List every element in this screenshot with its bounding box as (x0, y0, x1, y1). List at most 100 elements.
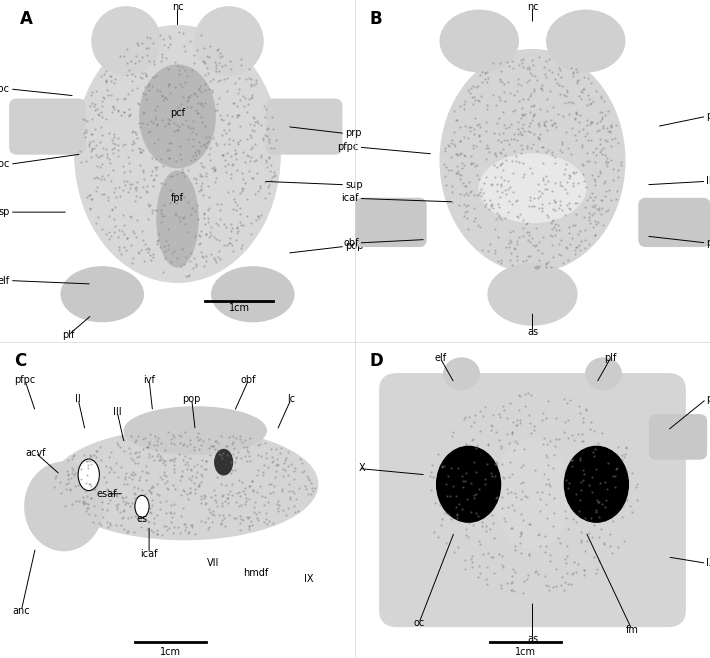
Text: elf: elf (434, 353, 447, 363)
Point (226, 111, 238, 121)
Point (144, 56, 155, 66)
Point (202, 138, 213, 148)
Point (104, 467, 115, 478)
Point (201, 132, 212, 142)
Point (191, 467, 202, 478)
Point (454, 174, 466, 184)
Point (176, 118, 187, 129)
Point (155, 55, 167, 66)
Point (570, 242, 581, 253)
Point (572, 74, 584, 85)
Point (211, 172, 222, 183)
Point (569, 113, 581, 124)
Point (489, 245, 501, 255)
Point (209, 255, 221, 266)
Point (210, 257, 222, 267)
Point (555, 249, 567, 260)
Point (145, 507, 156, 517)
Point (297, 467, 308, 478)
Point (239, 157, 251, 167)
Point (270, 472, 281, 483)
Point (182, 134, 194, 144)
Point (493, 92, 504, 103)
Point (569, 198, 580, 209)
Point (445, 165, 457, 176)
Point (461, 200, 472, 211)
Text: pfpc: pfpc (14, 375, 36, 385)
Point (626, 467, 637, 478)
Point (143, 484, 154, 495)
Point (169, 484, 180, 494)
Point (468, 190, 479, 200)
Point (515, 139, 526, 150)
Point (168, 246, 180, 257)
Point (77, 495, 89, 506)
Point (540, 72, 551, 82)
Point (555, 199, 566, 210)
Point (205, 221, 217, 232)
Point (439, 507, 450, 518)
Point (199, 499, 210, 509)
Point (100, 76, 111, 86)
Point (503, 207, 514, 217)
Point (224, 432, 235, 443)
Point (463, 190, 474, 200)
Point (207, 74, 218, 84)
Point (535, 83, 547, 93)
Point (494, 58, 506, 68)
Point (159, 92, 170, 103)
Point (166, 170, 178, 181)
Point (225, 218, 236, 229)
Point (499, 513, 510, 524)
Point (563, 109, 574, 119)
Point (482, 143, 493, 153)
Point (131, 82, 143, 93)
Point (571, 107, 582, 118)
Point (599, 110, 611, 120)
Point (226, 490, 237, 500)
Point (211, 139, 222, 150)
Point (155, 503, 166, 514)
Point (231, 222, 243, 232)
Point (439, 146, 450, 157)
Point (245, 515, 256, 526)
Point (481, 103, 492, 114)
Point (193, 84, 204, 94)
Point (432, 449, 444, 459)
Point (464, 187, 476, 197)
Text: icaf: icaf (341, 193, 359, 203)
Point (221, 480, 232, 490)
Point (182, 91, 194, 102)
Point (496, 560, 507, 570)
Point (512, 251, 523, 261)
Point (496, 187, 508, 197)
Point (610, 193, 621, 204)
Point (106, 447, 117, 457)
Point (506, 522, 517, 533)
Point (591, 564, 603, 574)
Point (577, 436, 589, 446)
Point (88, 449, 99, 460)
Point (525, 143, 537, 154)
Point (175, 261, 187, 271)
Point (191, 91, 202, 101)
Point (498, 107, 509, 117)
Point (559, 97, 571, 108)
Point (106, 144, 118, 155)
Point (532, 529, 543, 540)
Point (451, 510, 462, 520)
Point (108, 138, 119, 148)
Point (576, 535, 587, 545)
Point (512, 255, 523, 265)
Point (111, 520, 122, 531)
Point (177, 471, 188, 482)
Point (97, 159, 108, 169)
Point (85, 128, 97, 139)
Point (543, 64, 555, 75)
Point (146, 165, 158, 176)
Point (473, 561, 484, 572)
Point (518, 444, 530, 455)
Point (229, 97, 240, 108)
Point (533, 186, 545, 197)
Point (136, 466, 148, 476)
